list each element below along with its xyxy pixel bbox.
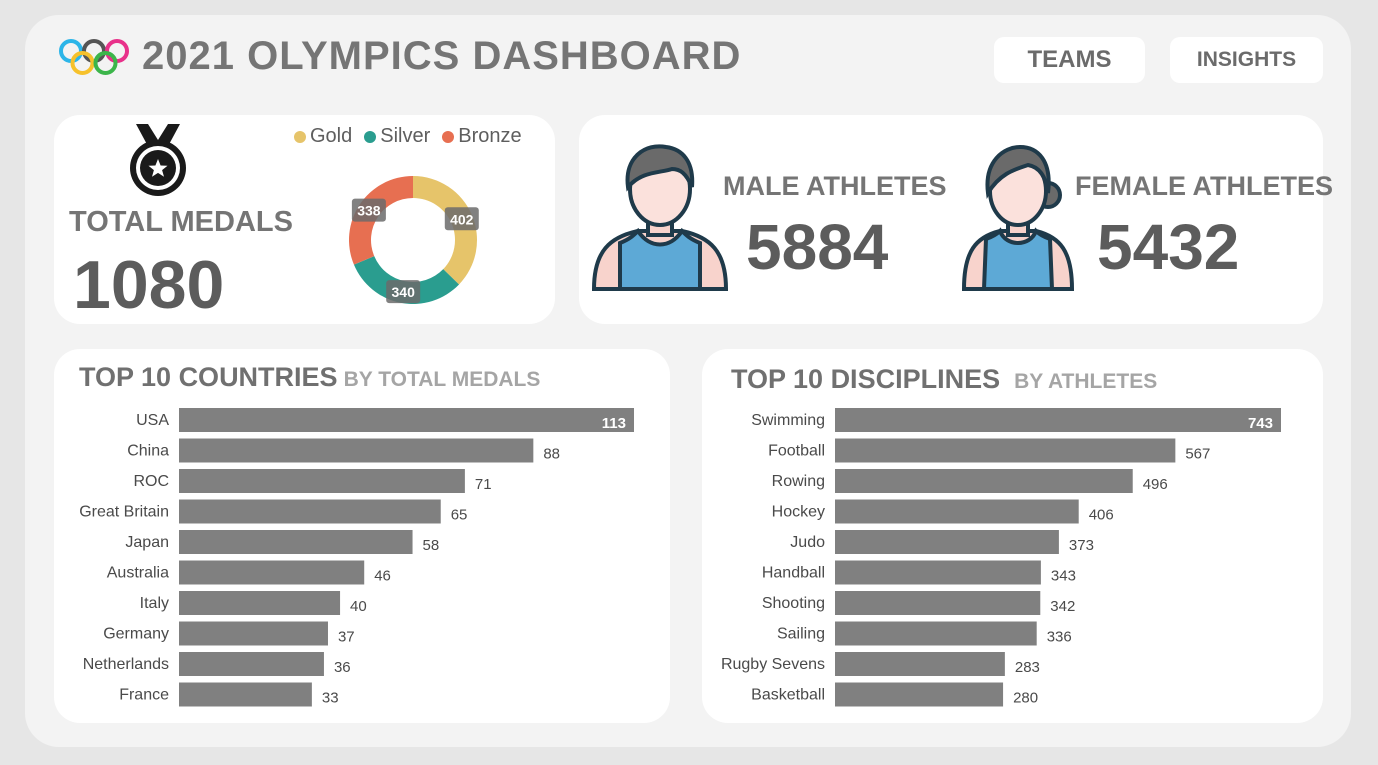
country-bar	[179, 530, 413, 554]
country-value-label: 33	[322, 690, 339, 707]
country-bar	[179, 469, 465, 493]
country-category-label: France	[119, 687, 169, 704]
discipline-category-label: Swimming	[751, 412, 825, 429]
country-category-label: Germany	[103, 626, 169, 643]
discipline-bar	[835, 652, 1005, 676]
country-category-label: ROC	[133, 473, 169, 490]
donut-slice-silver	[353, 256, 460, 304]
discipline-category-label: Sailing	[777, 626, 825, 643]
country-category-label: Australia	[107, 565, 169, 582]
discipline-bar	[835, 408, 1281, 432]
discipline-category-label: Rugby Sevens	[721, 656, 825, 673]
country-value-label: 113	[602, 415, 626, 432]
donut-slice-bronze	[349, 176, 413, 265]
svg-text:340: 340	[392, 284, 416, 300]
country-value-label: 36	[334, 659, 351, 676]
total-medals-label: TOTAL MEDALS	[69, 206, 293, 238]
disciplines-chart-subtitle: BY ATHLETES	[1014, 370, 1158, 393]
donut-slice-gold	[413, 176, 477, 285]
discipline-value-label: 336	[1047, 629, 1072, 646]
discipline-value-label: 406	[1089, 507, 1114, 524]
countries-chart-subtitle: BY TOTAL MEDALS	[343, 368, 541, 391]
discipline-category-label: Judo	[790, 534, 825, 551]
discipline-category-label: Hockey	[772, 504, 825, 521]
discipline-bar	[835, 499, 1079, 524]
donut-label-gold: 402	[444, 207, 479, 231]
teams-button[interactable]: TEAMS	[994, 37, 1145, 83]
country-value-label: 65	[451, 507, 468, 524]
male-athletes-label: MALE ATHLETES	[723, 171, 947, 201]
country-bar	[179, 621, 328, 646]
country-category-label: Italy	[140, 595, 169, 612]
female-athlete-icon	[961, 144, 1075, 291]
discipline-value-label: 743	[1248, 415, 1273, 432]
discipline-value-label: 343	[1051, 568, 1076, 585]
discipline-bar	[835, 469, 1133, 493]
discipline-category-label: Football	[768, 443, 825, 460]
discipline-bar	[835, 591, 1041, 615]
country-bar	[179, 438, 534, 463]
discipline-bar	[835, 682, 1004, 707]
discipline-value-label: 280	[1013, 690, 1038, 707]
country-bar	[179, 682, 312, 707]
country-category-label: Netherlands	[83, 656, 169, 673]
country-bar	[179, 591, 341, 615]
donut-label-bronze: 338	[351, 198, 386, 222]
discipline-category-label: Rowing	[772, 473, 825, 490]
legend-item-bronze: Bronze	[442, 125, 522, 148]
donut-label-silver: 340	[386, 280, 421, 304]
page-title: 2021 OLYMPICS DASHBOARD	[142, 34, 742, 78]
discipline-value-label: 283	[1015, 659, 1040, 676]
olympic-rings-icon	[59, 39, 129, 75]
svg-text:338: 338	[357, 203, 381, 219]
discipline-value-label: 496	[1143, 476, 1168, 493]
medal-icon	[130, 124, 186, 196]
discipline-category-label: Basketball	[751, 687, 825, 704]
discipline-category-label: Shooting	[762, 595, 825, 612]
male-athletes-value: 5884	[746, 211, 889, 283]
female-athletes-value: 5432	[1097, 211, 1240, 283]
country-category-label: USA	[136, 412, 169, 429]
legend-item-gold: Gold	[294, 125, 352, 148]
disciplines-chart-title: TOP 10 DISCIPLINES BY ATHLETES	[731, 364, 1158, 394]
country-category-label: Japan	[125, 534, 169, 551]
female-athletes-label: FEMALE ATHLETES	[1075, 171, 1333, 201]
discipline-value-label: 373	[1069, 537, 1094, 554]
medal-legend: Gold Silver Bronze	[294, 125, 522, 148]
male-athlete-icon	[591, 144, 729, 291]
country-value-label: 46	[374, 568, 391, 585]
country-value-label: 88	[543, 446, 560, 463]
country-value-label: 40	[350, 598, 367, 615]
country-bar	[179, 408, 634, 432]
country-value-label: 71	[475, 476, 492, 493]
country-category-label: Great Britain	[79, 504, 169, 521]
discipline-value-label: 342	[1050, 598, 1075, 615]
total-medals-value: 1080	[73, 247, 225, 323]
discipline-bar	[835, 621, 1037, 646]
discipline-category-label: Handball	[762, 565, 825, 582]
country-category-label: China	[127, 443, 169, 460]
insights-button[interactable]: INSIGHTS	[1170, 37, 1323, 83]
discipline-bar	[835, 560, 1041, 585]
svg-text:402: 402	[450, 211, 474, 227]
country-bar	[179, 652, 324, 676]
disciplines-bar-chart: Swimming 743 Football 567 Rowing 496 Hockey 406…	[721, 408, 1281, 707]
legend-item-silver: Silver	[364, 125, 430, 148]
country-bar	[179, 499, 441, 524]
country-bar	[179, 560, 365, 585]
country-value-label: 58	[423, 537, 440, 554]
countries-chart-title: TOP 10 COUNTRIES BY TOTAL MEDALS	[79, 362, 541, 392]
country-value-label: 37	[338, 629, 355, 646]
discipline-value-label: 567	[1185, 446, 1210, 463]
medal-donut-chart: 402 340 338	[349, 176, 479, 304]
discipline-bar	[835, 438, 1176, 463]
countries-bar-chart: USA 113 China 88 ROC 71 Great Britain 65 Japan 58…	[79, 408, 634, 707]
discipline-bar	[835, 530, 1059, 554]
